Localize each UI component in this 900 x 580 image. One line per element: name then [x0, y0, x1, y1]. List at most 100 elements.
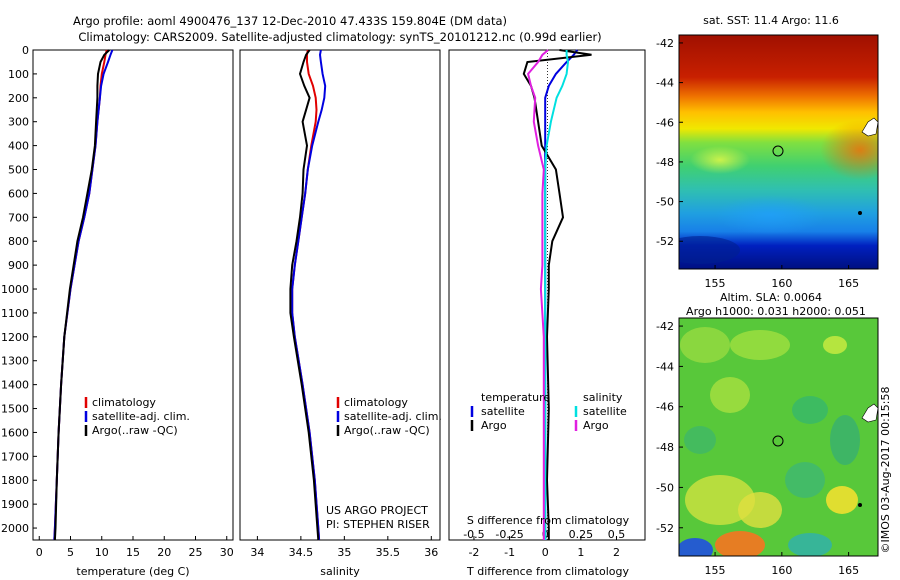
- coastline-icon: [861, 403, 879, 423]
- y-tick-label: 100: [8, 68, 29, 81]
- x-tick-label: 10: [95, 546, 109, 559]
- salinity-xlabel: salinity: [320, 565, 360, 578]
- temperature-xlabel: temperature (deg C): [76, 565, 189, 578]
- top-tick-label: -0.5: [463, 528, 484, 541]
- legend-label-climatology: climatology: [344, 396, 408, 409]
- y-tick-label: -46: [656, 116, 674, 129]
- y-tick-label: 0: [22, 44, 29, 57]
- sst-map-panel: sat. SST: 11.4 Argo: 11.6: [656, 14, 879, 290]
- island-icon: [858, 211, 862, 215]
- y-tick-label: 600: [8, 187, 29, 200]
- legend-label-t-satellite: satellite: [481, 405, 525, 418]
- y-tick-label: 1000: [1, 283, 29, 296]
- series-line-s-satellite: [544, 50, 570, 540]
- sla-map-subtitle: Argo h1000: 0.031 h2000: 0.051: [686, 305, 866, 318]
- y-tick-label: 400: [8, 140, 29, 153]
- y-tick-label: -44: [656, 360, 674, 373]
- legend-label-satellite: satellite-adj. clim.: [92, 410, 190, 423]
- y-tick-label: 300: [8, 116, 29, 129]
- header-line1: Argo profile: aoml 4900476_137 12-Dec-20…: [73, 14, 507, 28]
- x-tick-label: 36: [424, 546, 438, 559]
- x-tick-label: 160: [771, 564, 792, 577]
- x-tick-label: 25: [189, 546, 203, 559]
- x-tick-label: 34: [250, 546, 264, 559]
- x-tick-label: -1: [504, 546, 515, 559]
- x-tick-label: 0: [542, 546, 549, 559]
- series-line-t-argo: [522, 49, 592, 540]
- header-line2: Climatology: CARS2009. Satellite-adjuste…: [78, 30, 601, 44]
- legend-label-argo: Argo(..raw -QC): [92, 424, 178, 437]
- y-tick-label: -50: [656, 481, 674, 494]
- y-tick-label: 1600: [1, 426, 29, 439]
- y-tick-label: 1900: [1, 498, 29, 511]
- salinity-legend: climatology satellite-adj. clim. Argo(..…: [336, 396, 442, 437]
- top-tick-label: 0.5: [608, 528, 626, 541]
- y-tick-label: -52: [656, 522, 674, 535]
- y-tick-label: -46: [656, 401, 674, 414]
- project-annotation-line1: US ARGO PROJECT: [326, 504, 428, 517]
- legend-label-s-argo: Argo: [583, 419, 609, 432]
- sla-map-title: Altim. SLA: 0.0064: [720, 291, 822, 304]
- series-line-climatology: [291, 49, 321, 541]
- x-tick-label: 15: [126, 546, 140, 559]
- x-tick-label: 165: [838, 564, 859, 577]
- x-tick-label: 1: [577, 546, 584, 559]
- x-tick-label: 160: [771, 277, 792, 290]
- series-line-satellite-adj-clim-: [53, 49, 114, 541]
- x-tick-label: 155: [705, 277, 726, 290]
- y-tick-label: 200: [8, 92, 29, 105]
- project-annotation-line2: PI: STEPHEN RISER: [326, 518, 430, 531]
- legend-label-climatology: climatology: [92, 396, 156, 409]
- y-tick-label: 1700: [1, 450, 29, 463]
- legend-label-argo: Argo(..raw -QC): [344, 424, 430, 437]
- x-tick-label: 2: [613, 546, 620, 559]
- top-tick-label: 0.25: [569, 528, 594, 541]
- y-tick-label: -52: [656, 235, 674, 248]
- salinity-panel: 34 34.5 35 35.5 36 climatology satellite-adj…: [239, 49, 442, 578]
- sst-map-frame: [678, 34, 879, 270]
- y-tick-label: -50: [656, 196, 674, 209]
- y-tick-label: 1800: [1, 474, 29, 487]
- y-tick-label: -44: [656, 77, 674, 90]
- y-tick-label: 1500: [1, 403, 29, 416]
- sla-map-panel: Altim. SLA: 0.0064 Argo h1000: 0.031 h20…: [656, 291, 879, 577]
- float-position-marker: [772, 145, 784, 157]
- y-tick-label: 1200: [1, 331, 29, 344]
- t-difference-label: T difference from climatology: [466, 565, 629, 578]
- x-tick-label: 30: [220, 546, 234, 559]
- x-tick-label: 155: [705, 564, 726, 577]
- s-difference-label: S difference from climatology: [467, 514, 630, 527]
- x-tick-label: 0: [36, 546, 43, 559]
- salinity-frame: [239, 49, 441, 541]
- float-position-marker: [772, 435, 784, 447]
- difference-panel: -2 -1 0 1 2 -0.5 -0.25 0 0.25 0.5 temperature sa…: [448, 49, 646, 578]
- y-tick-label: 700: [8, 211, 29, 224]
- x-tick-label: 34.5: [289, 546, 314, 559]
- x-tick-label: -2: [468, 546, 479, 559]
- y-tick-label: -48: [656, 441, 674, 454]
- y-tick-label: -48: [656, 156, 674, 169]
- y-tick-label: 1300: [1, 355, 29, 368]
- sla-field: [679, 318, 878, 556]
- legend-header-temperature: temperature: [481, 391, 550, 404]
- sst-field: [679, 35, 878, 269]
- y-tick-label: 1400: [1, 379, 29, 392]
- y-tick-label: 1100: [1, 307, 29, 320]
- y-tick-label: 800: [8, 235, 29, 248]
- y-tick-label: -42: [656, 320, 674, 333]
- imos-credit: ©IMOS 03-Aug-2017 00:15:58: [879, 387, 892, 554]
- temperature-panel: 0100200300400500600700800900100011001200…: [1, 44, 234, 578]
- difference-legend: temperature salinity satellite Argo sate…: [470, 391, 627, 432]
- x-tick-label: 35: [337, 546, 351, 559]
- x-tick-label: 35.5: [376, 546, 401, 559]
- top-tick-label: -0.25: [495, 528, 523, 541]
- y-tick-label: -42: [656, 37, 674, 50]
- temperature-frame: [32, 49, 234, 541]
- temperature-legend: climatology satellite-adj. clim. Argo(..…: [84, 396, 190, 437]
- island-icon: [858, 503, 862, 507]
- sst-map-title: sat. SST: 11.4 Argo: 11.6: [703, 14, 839, 27]
- x-tick-label: 5: [67, 546, 74, 559]
- y-tick-label: 500: [8, 164, 29, 177]
- y-tick-label: 900: [8, 259, 29, 272]
